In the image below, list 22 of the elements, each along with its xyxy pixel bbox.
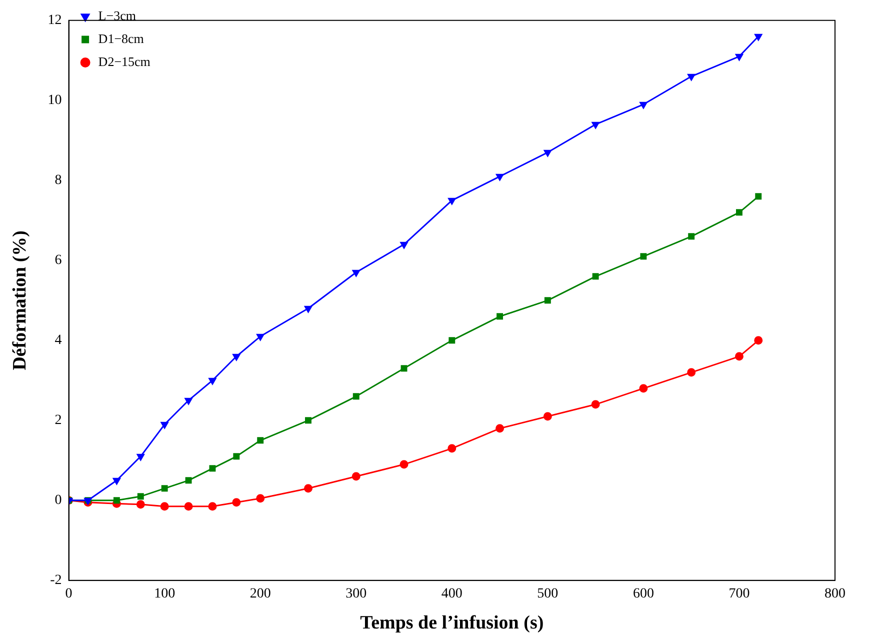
x-tick-label: 400 [441, 586, 462, 602]
x-tick-label: 500 [537, 586, 558, 602]
y-tick-label: 4 [54, 333, 62, 348]
y-tick-label: -2 [50, 573, 62, 588]
y-axis-title: Déformation (%) [9, 230, 30, 370]
y-tick-label: 0 [54, 493, 62, 508]
legend-label: D2−15cm [98, 54, 150, 69]
y-tick-label: 2 [54, 413, 62, 428]
x-tick-label: 300 [346, 586, 367, 602]
x-axis-title: Temps de l’infusion (s) [360, 612, 544, 634]
y-tick-label: 6 [54, 253, 62, 268]
x-tick-label: 200 [250, 586, 271, 602]
x-tick-label: 0 [65, 586, 72, 602]
y-tick-label: 10 [48, 93, 62, 108]
legend-label: L−3cm [98, 8, 136, 23]
x-tick-label: 100 [154, 586, 176, 602]
x-tick-label: 800 [824, 586, 846, 602]
x-tick-label: 700 [728, 586, 750, 602]
legend-label: D1−8cm [98, 30, 144, 46]
y-tick-label: 12 [48, 13, 62, 28]
y-tick-label: 8 [54, 173, 62, 188]
x-tick-label: 600 [632, 586, 654, 602]
